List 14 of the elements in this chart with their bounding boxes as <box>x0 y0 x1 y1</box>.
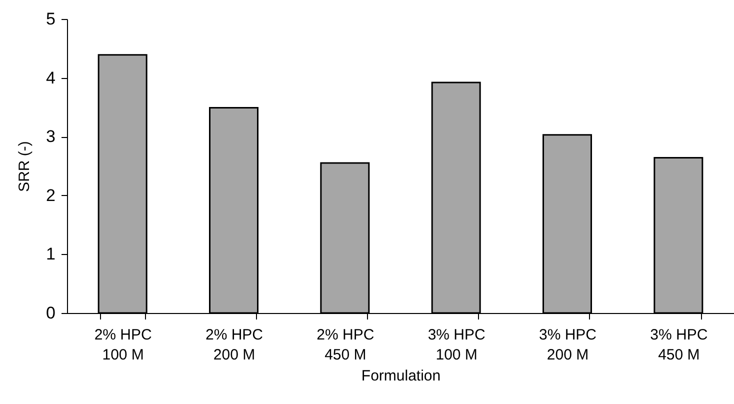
y-tick-label: 4 <box>46 68 56 88</box>
x-tick-label: 2% HPC 100 M <box>94 326 152 364</box>
y-tick-label: 5 <box>46 10 56 28</box>
x-tick-label: 2% HPC 200 M <box>205 326 264 364</box>
x-tick-label: 3% HPC 100 M <box>428 326 486 364</box>
x-tick-label: 2% HPC 450 M <box>316 326 374 364</box>
y-axis-title: SRR (-) <box>16 141 34 192</box>
x-tick-label: 3% HPC 200 M <box>538 326 597 364</box>
y-tick-label: 2 <box>46 186 56 205</box>
x-axis-title: Formulation <box>361 368 441 384</box>
y-tick-label: 1 <box>46 244 56 264</box>
y-tick-label: 3 <box>46 127 56 146</box>
x-tick-label: 3% HPC 450 M <box>650 326 708 364</box>
y-tick-label: 0 <box>46 304 56 322</box>
